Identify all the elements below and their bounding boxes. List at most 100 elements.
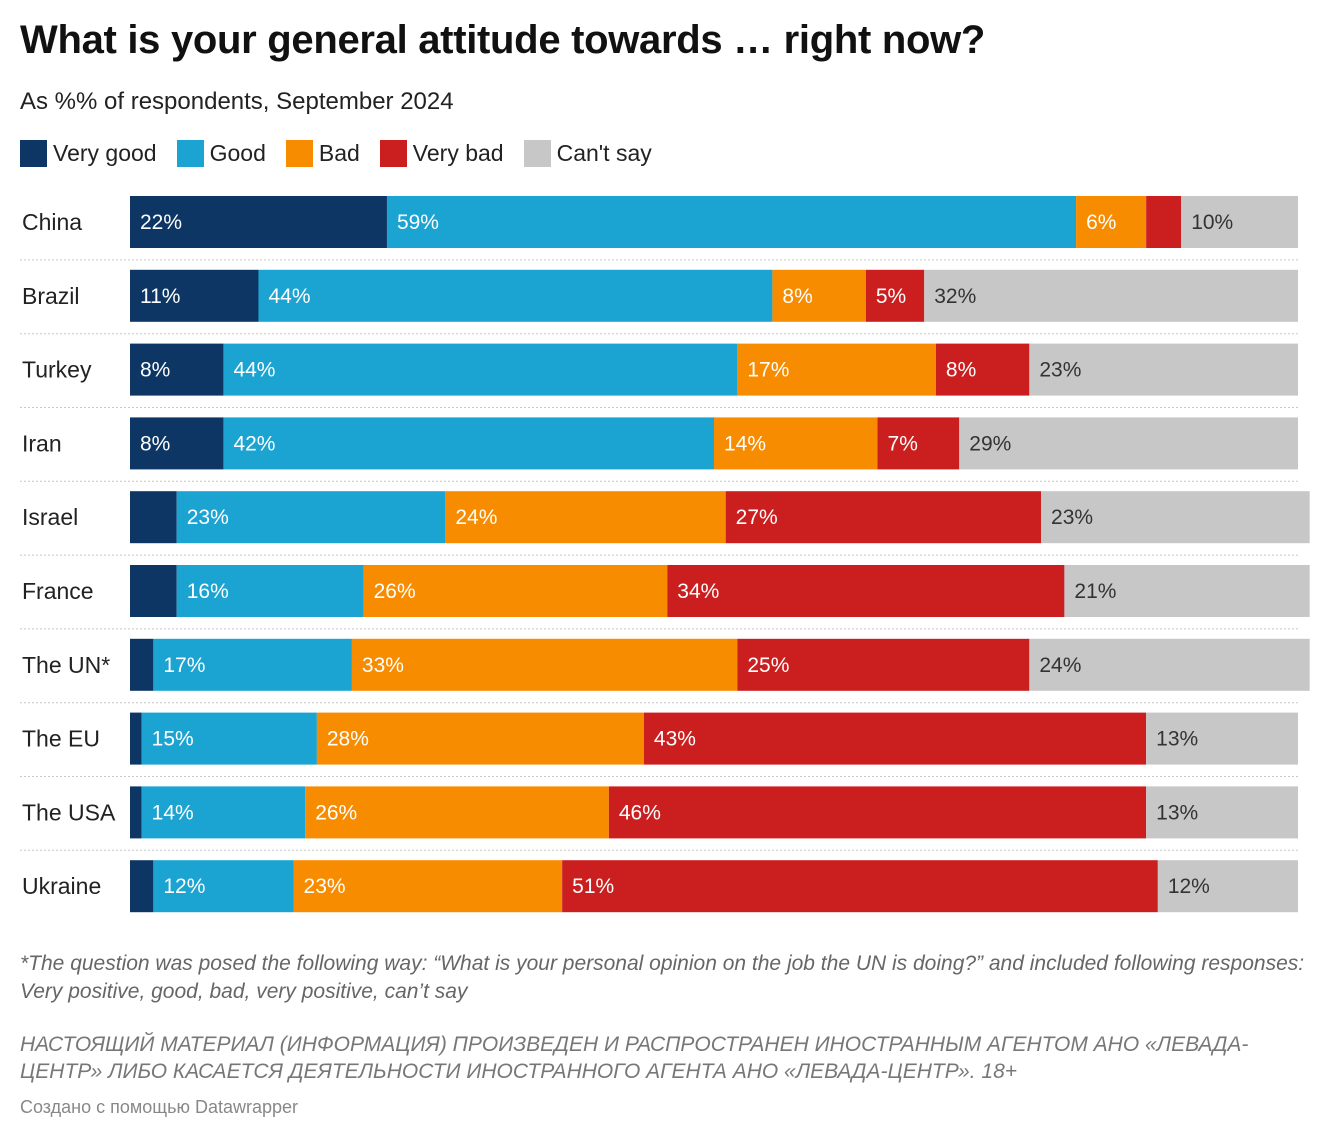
data-label: 24% xyxy=(1039,654,1081,677)
bar-segment xyxy=(130,491,177,544)
bar-segment xyxy=(130,269,259,322)
category-label: China xyxy=(22,209,82,235)
bar-segment xyxy=(1146,196,1182,248)
data-label: 14% xyxy=(724,432,766,455)
legend-label: Very bad xyxy=(412,140,504,166)
bar-segment xyxy=(305,786,609,839)
data-label: 33% xyxy=(362,654,404,677)
category-label: The UN* xyxy=(22,652,110,678)
bar-segment xyxy=(351,638,738,691)
category-label: Ukraine xyxy=(22,873,101,899)
category-label: Iran xyxy=(22,430,62,456)
data-label: 29% xyxy=(969,432,1011,455)
chart-title: What is your general attitude towards … … xyxy=(20,18,986,62)
data-label: 43% xyxy=(654,728,696,751)
bar-segment xyxy=(223,343,738,396)
bar-segment xyxy=(1029,343,1298,396)
data-label: 25% xyxy=(747,654,789,677)
chart-legend: Very good Good Bad Very bad Can't say xyxy=(20,140,672,167)
bar-segment xyxy=(1041,491,1310,544)
stacked-bar-chart: China 22% 59% 6% 10% Brazil 11% 44% 8% 5% 32% Turke… xyxy=(20,196,1310,913)
category-label: Israel xyxy=(22,504,78,530)
data-label: 24% xyxy=(455,506,497,529)
datawrapper-credit-link[interactable]: Создано с помощью Datawrapper xyxy=(20,1097,299,1117)
legend-item-very-good: Very good xyxy=(20,140,157,167)
category-label: Turkey xyxy=(22,357,92,383)
bar-segment xyxy=(141,712,317,765)
data-label: 23% xyxy=(1039,359,1081,382)
bar-segment xyxy=(153,860,294,913)
data-label: 27% xyxy=(736,506,778,529)
bar-segment xyxy=(223,417,714,470)
data-label: 46% xyxy=(619,801,661,824)
legend-item-very-bad: Very bad xyxy=(379,140,504,167)
chart-subtitle: As %% of respondents, September 2024 xyxy=(20,88,454,115)
bar-segment xyxy=(293,860,563,913)
footnote: *The question was posed the following wa… xyxy=(20,952,1305,1003)
legend-swatch xyxy=(285,140,313,167)
bar-segment xyxy=(316,712,644,765)
data-label: 44% xyxy=(233,359,275,382)
data-label: 23% xyxy=(304,875,346,898)
bar-segment xyxy=(258,269,773,322)
data-label: 13% xyxy=(1156,801,1198,824)
category-label: Brazil xyxy=(22,283,80,309)
bar-segment xyxy=(562,860,1158,913)
data-label: 12% xyxy=(163,875,205,898)
data-label: 10% xyxy=(1191,211,1233,234)
bar-segment xyxy=(130,860,154,913)
bar-segment xyxy=(643,712,1147,765)
bar-segment xyxy=(935,343,1030,396)
data-label: 22% xyxy=(140,211,182,234)
legend-label: Very good xyxy=(53,140,157,166)
data-label: 12% xyxy=(1168,875,1210,898)
data-label: 15% xyxy=(152,728,194,751)
bar-segment xyxy=(608,786,1147,839)
bar-segment xyxy=(386,196,1077,248)
data-label: 5% xyxy=(876,285,906,308)
bar-segment xyxy=(363,565,668,617)
foreign-agent-notice: НАСТОЯЩИЙ МАТЕРИАЛ (ИНФОРМАЦИЯ) ПРОИЗВЕД… xyxy=(20,1033,1249,1083)
data-label: 23% xyxy=(1051,506,1093,529)
bar-segment xyxy=(176,491,446,544)
bar-segment xyxy=(1064,565,1310,617)
bar-segment xyxy=(924,269,1298,322)
data-label: 7% xyxy=(888,432,918,455)
data-label: 8% xyxy=(782,285,812,308)
data-label: 8% xyxy=(946,359,976,382)
data-label: 26% xyxy=(315,801,357,824)
bar-segment xyxy=(1029,638,1310,691)
bar-segment xyxy=(1157,860,1298,913)
bar-segment xyxy=(714,417,878,470)
data-label: 13% xyxy=(1156,728,1198,751)
data-label: 8% xyxy=(140,432,170,455)
bar-segment xyxy=(1181,196,1298,248)
legend-label: Bad xyxy=(318,140,360,166)
category-label: The EU xyxy=(22,726,100,752)
legend-swatch xyxy=(379,140,407,167)
data-label: 16% xyxy=(187,580,229,603)
bar-segment xyxy=(130,343,224,396)
legend-label: Can't say xyxy=(556,140,652,166)
legend-swatch xyxy=(523,140,551,167)
data-label: 34% xyxy=(677,580,719,603)
data-label: 17% xyxy=(747,359,789,382)
data-label: 17% xyxy=(163,654,205,677)
data-label: 28% xyxy=(327,728,369,751)
bar-segment xyxy=(865,269,925,322)
legend-item-can-t-say: Can't say xyxy=(523,140,652,167)
bar-segment xyxy=(1146,786,1298,839)
bar-segment xyxy=(130,417,224,470)
legend-item-bad: Bad xyxy=(285,140,360,167)
bar-segment xyxy=(153,638,352,691)
legend-item-good: Good xyxy=(176,140,266,167)
data-label: 8% xyxy=(140,359,170,382)
bar-segment xyxy=(130,712,142,765)
data-label: 59% xyxy=(397,211,439,234)
data-label: 6% xyxy=(1086,211,1116,234)
bar-segment xyxy=(737,638,1030,691)
data-label: 42% xyxy=(233,432,275,455)
data-label: 14% xyxy=(152,801,194,824)
bar-segment xyxy=(130,638,154,691)
data-label: 32% xyxy=(934,285,976,308)
